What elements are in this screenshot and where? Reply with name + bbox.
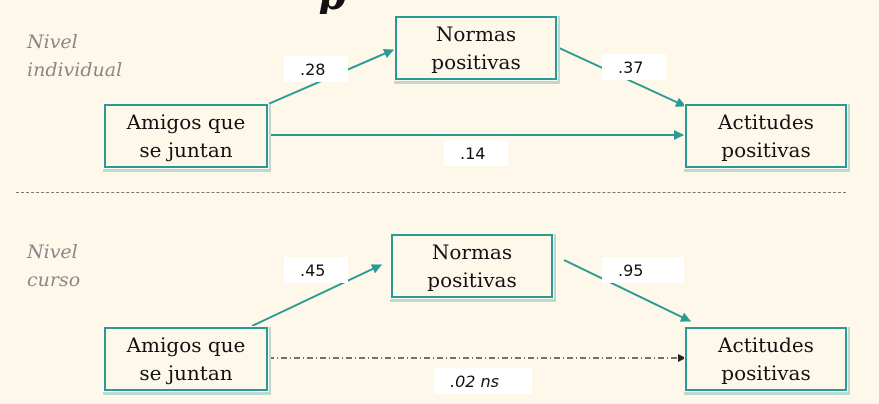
coef-individual-c: .14	[444, 140, 508, 166]
level-label-curso: Nivel curso	[27, 241, 81, 291]
level-label-individual: Nivel individual	[27, 31, 123, 81]
coef-curso-b: .95	[602, 257, 684, 283]
arrow-curso-normas-actitudes	[563, 259, 691, 322]
box-individual-actitudes: Actitudes positivas	[685, 104, 847, 168]
coef-curso-c: .02 ns	[434, 368, 532, 394]
coef-individual-b: .37	[602, 54, 666, 80]
title-fragment: p	[318, 0, 378, 14]
box-curso-amigos: Amigos que se juntan	[104, 327, 268, 391]
arrow-curso-amigos-normas	[251, 264, 382, 327]
box-individual-amigos: Amigos que se juntan	[104, 104, 268, 168]
box-curso-actitudes: Actitudes positivas	[685, 327, 847, 391]
coef-individual-a: .28	[284, 56, 348, 82]
coef-curso-a: .45	[284, 257, 348, 283]
box-curso-normas: Normas positivas	[391, 234, 553, 298]
box-individual-normas: Normas positivas	[395, 16, 557, 80]
level-divider	[16, 192, 846, 193]
